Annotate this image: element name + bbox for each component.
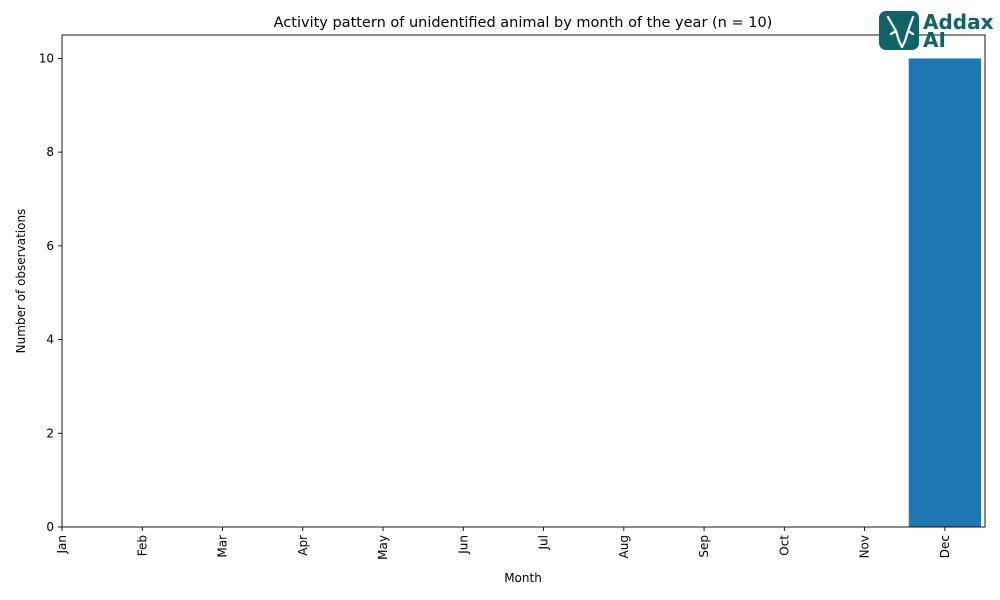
y-axis-label: Number of observations: [14, 209, 28, 354]
x-tick-label-may: May: [376, 535, 390, 560]
x-tick-label-jul: Jul: [537, 535, 551, 550]
x-tick-label-mar: Mar: [216, 535, 230, 558]
x-tick-label-feb: Feb: [135, 535, 149, 556]
addax-ai-logo: Addax AI: [879, 10, 994, 52]
x-tick-label-sep: Sep: [697, 535, 711, 558]
y-tick-label: 6: [46, 239, 54, 253]
x-tick-label-apr: Apr: [296, 535, 310, 556]
x-axis-label: Month: [504, 571, 542, 585]
logo-text-line1: Addax: [923, 10, 994, 34]
x-tick-label-oct: Oct: [777, 535, 791, 556]
bar-dec: [908, 58, 981, 528]
x-tick-label-jan: Jan: [55, 535, 69, 555]
x-tick-label-jun: Jun: [456, 535, 470, 555]
y-tick-label: 4: [46, 333, 54, 347]
y-tick-label: 2: [46, 426, 54, 440]
plot-area: 0 2 4 6 8 10 Jan Feb Mar Apr May Jun Jul Aug Sep Oct Nov…: [39, 34, 986, 560]
logo-text-line2: AI: [923, 28, 946, 52]
antelope-horns: [886, 15, 915, 49]
y-tick-label: 10: [39, 51, 54, 65]
x-tick-label-nov: Nov: [858, 535, 872, 558]
x-tick-label-dec: Dec: [938, 535, 952, 558]
y-tick-label: 8: [46, 145, 54, 159]
plot-frame: [61, 34, 986, 528]
x-tick-label-aug: Aug: [617, 535, 631, 558]
antelope-head-icon: [879, 11, 919, 50]
y-tick-label: 0: [46, 520, 54, 534]
chart-title: Activity pattern of unidentified animal …: [274, 15, 773, 31]
